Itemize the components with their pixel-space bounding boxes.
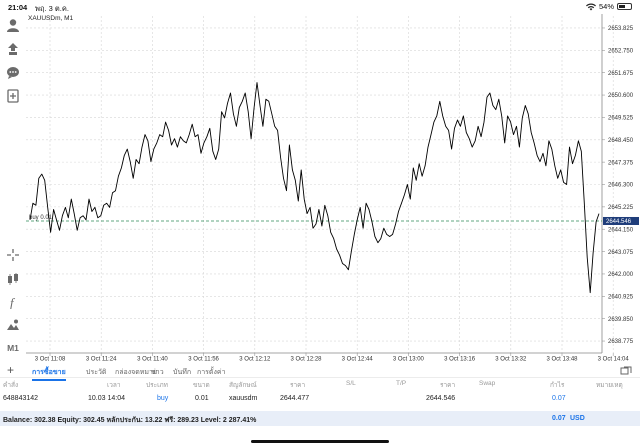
chat-icon[interactable] (4, 64, 22, 82)
y-tick-label: 2645.225 (608, 205, 634, 211)
status-date: พฤ. 3 ต.ค. (35, 4, 69, 13)
price-chart[interactable]: 3 Oct 11:08 3 Oct 11:24 3 Oct 11:40 3 Oct 1… (26, 14, 640, 363)
bottom-tabs: + การซื้อขาย ประวัติ กล่องจดหมาย ข่าว บั… (0, 363, 640, 381)
x-tick-label: 3 Oct 14:04 (598, 357, 630, 363)
row-time: 10.03 14:04 (88, 395, 125, 402)
x-tick-label: 3 Oct 13:32 (495, 357, 527, 363)
objects-icon[interactable] (4, 316, 22, 334)
x-tick-label: 3 Oct 13:16 (444, 357, 476, 363)
battery-percent: 54% (598, 2, 614, 11)
col-order: คำสั่ง (3, 382, 19, 389)
battery-icon (617, 3, 632, 10)
tab-history[interactable]: ประวัติ (86, 369, 107, 376)
y-tick-label: 2651.675 (608, 71, 634, 77)
timeframe-button[interactable]: M1 (7, 343, 19, 353)
indicators-icon[interactable] (4, 270, 22, 288)
x-tick-label: 3 Oct 11:24 (86, 357, 117, 363)
col-size: ขนาด (193, 382, 210, 389)
col-swap: Swap (479, 380, 496, 387)
add-icon[interactable]: + (7, 363, 15, 377)
buy-line-label: buy 0.01 (29, 215, 53, 221)
crosshair-icon[interactable] (4, 246, 22, 264)
current-price-tag (603, 216, 639, 225)
y-tick-label: 2644.150 (608, 227, 634, 233)
row-symbol: xauusdm (229, 395, 258, 402)
col-current-price: ราคา (440, 382, 456, 389)
row-size: 0.01 (195, 395, 209, 402)
x-tick-label: 3 Oct 13:48 (546, 357, 578, 363)
tab-trade[interactable]: การซื้อขาย (32, 367, 66, 381)
new-order-icon[interactable] (4, 87, 22, 105)
y-tick-label: 2642.000 (608, 272, 634, 278)
left-toolbar: f M1 (0, 14, 26, 359)
home-indicator (251, 440, 389, 443)
x-tick-label: 3 Oct 12:28 (290, 357, 322, 363)
svg-text:f: f (10, 295, 16, 309)
function-icon[interactable]: f (4, 293, 22, 311)
x-tick-label: 3 Oct 11:40 (137, 357, 168, 363)
col-comment: หมายเหตุ (596, 382, 623, 389)
tab-news[interactable]: ข่าว (151, 369, 164, 376)
col-time: เวลา (107, 382, 121, 389)
y-tick-label: 2643.075 (608, 250, 634, 256)
col-sl: S/L (346, 380, 356, 387)
table-row[interactable]: 648843142 10.03 14:04 buy 0.01 xauusdm 2… (0, 395, 640, 407)
y-tick-label: 2646.300 (608, 183, 634, 189)
y-tick-label: 2650.600 (608, 93, 634, 99)
status-time: 21:04 (8, 3, 28, 12)
wifi-icon (585, 2, 596, 11)
x-tick-label: 3 Oct 11:56 (188, 357, 219, 363)
row-type: buy (157, 395, 169, 402)
row-price: 2644.477 (280, 395, 310, 402)
x-tick-label: 3 Oct 12:12 (239, 357, 271, 363)
col-price: ราคา (290, 382, 306, 389)
tab-journal[interactable]: บันทึก (173, 369, 192, 376)
col-tp: T/P (396, 380, 407, 387)
current-price-label: 2644.546 (606, 219, 632, 225)
balance-bar: Balance: 302.38 Equity: 302.45 หลักประกั… (0, 411, 640, 426)
balance-profit: 0.07 (552, 415, 566, 422)
x-tick-label: 3 Oct 11:08 (35, 357, 66, 363)
row-profit: 0.07 (552, 395, 566, 402)
account-icon[interactable] (4, 16, 22, 34)
trade-icon[interactable] (4, 40, 22, 58)
y-tick-label: 2648.450 (608, 138, 634, 144)
col-symbol: สัญลักษณ์ (229, 382, 257, 389)
y-tick-label: 2639.850 (608, 317, 634, 323)
tab-settings[interactable]: การตั้งค่า (197, 369, 226, 376)
col-type: ประเภท (146, 382, 168, 389)
y-tick-label: 2640.925 (608, 295, 634, 301)
y-tick-label: 2653.825 (608, 26, 634, 32)
tab-mailbox[interactable]: กล่องจดหมาย (115, 369, 158, 376)
row-current-price: 2644.546 (426, 395, 456, 402)
status-bar: 21:04 พฤ. 3 ต.ค. 54% (0, 0, 640, 14)
y-tick-label: 2649.525 (608, 116, 634, 122)
price-series-line (29, 82, 600, 294)
y-tick-label: 2638.775 (608, 339, 634, 345)
balance-text: Balance: 302.38 Equity: 302.45 หลักประกั… (3, 417, 257, 424)
x-tick-label: 3 Oct 12:44 (342, 357, 374, 363)
col-profit: กำไร (550, 382, 565, 389)
y-tick-label: 2652.750 (608, 49, 634, 55)
layout-icon[interactable] (620, 366, 632, 378)
balance-currency: USD (570, 415, 585, 422)
y-tick-label: 2647.375 (608, 160, 634, 166)
row-order: 648843142 (3, 395, 39, 402)
chart-canvas[interactable]: 3 Oct 11:08 3 Oct 11:24 3 Oct 11:40 3 Oct 1… (26, 14, 640, 363)
chart-symbol-title: XAUUSDm, M1 (28, 15, 74, 22)
table-header: คำสั่ง เวลา ประเภท ขนาด สัญลักษณ์ ราคา S… (0, 380, 640, 392)
x-tick-label: 3 Oct 13:00 (393, 357, 425, 363)
